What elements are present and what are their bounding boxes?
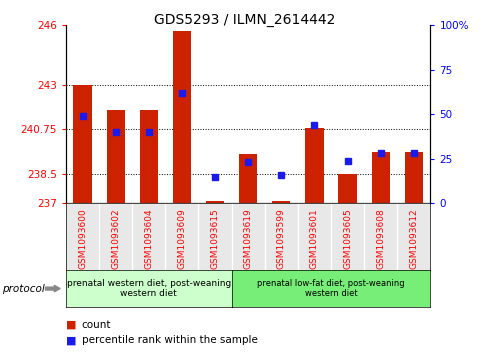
- Text: GSM1093612: GSM1093612: [408, 209, 417, 269]
- Bar: [239, 154, 257, 203]
- Text: prenatal low-fat diet, post-weaning
western diet: prenatal low-fat diet, post-weaning west…: [257, 279, 404, 298]
- Text: GSM1093600: GSM1093600: [78, 209, 87, 269]
- Bar: [172, 31, 191, 203]
- Text: GSM1093602: GSM1093602: [111, 209, 120, 269]
- Text: GSM1093609: GSM1093609: [177, 209, 186, 269]
- Text: ■: ■: [66, 320, 76, 330]
- Bar: [73, 85, 91, 203]
- Bar: [338, 174, 356, 203]
- Bar: [404, 152, 422, 203]
- Text: GSM1093608: GSM1093608: [375, 209, 385, 269]
- Bar: [305, 128, 323, 203]
- Bar: [106, 110, 124, 203]
- Text: GSM1093601: GSM1093601: [309, 209, 318, 269]
- Text: prenatal western diet, post-weaning
western diet: prenatal western diet, post-weaning west…: [66, 279, 230, 298]
- Text: percentile rank within the sample: percentile rank within the sample: [81, 335, 257, 346]
- Bar: [140, 110, 158, 203]
- Text: count: count: [81, 320, 111, 330]
- Text: GSM1093599: GSM1093599: [276, 209, 285, 269]
- Bar: [371, 152, 389, 203]
- Text: ■: ■: [66, 335, 76, 346]
- Text: GDS5293 / ILMN_2614442: GDS5293 / ILMN_2614442: [154, 13, 334, 27]
- Text: protocol: protocol: [2, 284, 45, 294]
- Text: GSM1093619: GSM1093619: [243, 209, 252, 269]
- Bar: [205, 201, 224, 203]
- Text: GSM1093605: GSM1093605: [342, 209, 351, 269]
- Bar: [272, 201, 290, 203]
- Text: GSM1093604: GSM1093604: [144, 209, 153, 269]
- Text: GSM1093615: GSM1093615: [210, 209, 219, 269]
